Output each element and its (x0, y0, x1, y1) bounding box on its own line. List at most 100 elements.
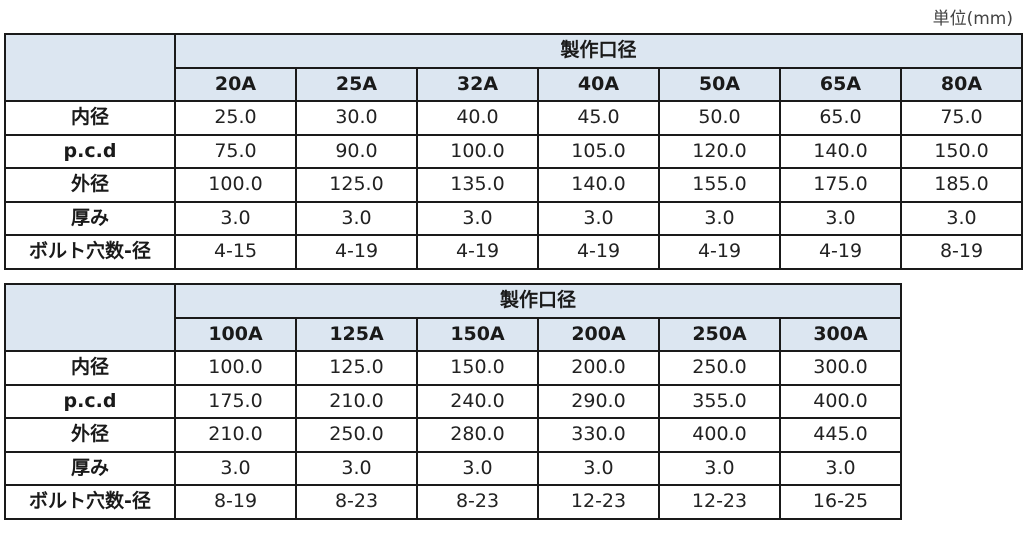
row-label: 外径 (4, 417, 176, 453)
table-cell: 3.0 (537, 450, 660, 486)
corner-cell (4, 283, 176, 352)
table-row: ボルト穴数-径 8-19 8-23 8-23 12-23 12-23 16-25 (4, 484, 1022, 520)
table-cell: 40.0 (416, 100, 539, 136)
table-cell: 155.0 (658, 167, 781, 203)
table-cell: 185.0 (900, 167, 1023, 203)
table-row: p.c.d 75.0 90.0 100.0 105.0 120.0 140.0 … (4, 133, 1023, 169)
table-cell: 3.0 (295, 450, 418, 486)
table-row: ボルト穴数-径 4-15 4-19 4-19 4-19 4-19 4-19 8-… (4, 234, 1023, 270)
table-cell: 50.0 (658, 100, 781, 136)
table-cell: 135.0 (416, 167, 539, 203)
table-row: 外径 210.0 250.0 280.0 330.0 400.0 445.0 (4, 417, 1022, 453)
table-row: p.c.d 175.0 210.0 240.0 290.0 355.0 400.… (4, 383, 1022, 419)
column-header: 32A (416, 66, 539, 102)
table-cell: 125.0 (295, 350, 418, 386)
column-header: 200A (537, 316, 660, 352)
column-header: 65A (779, 66, 902, 102)
table-cell: 330.0 (537, 417, 660, 453)
table-cell: 3.0 (779, 200, 902, 236)
table-cell: 45.0 (537, 100, 660, 136)
table-cell: 3.0 (295, 200, 418, 236)
row-label: 内径 (4, 100, 176, 136)
table-cell: 8-19 (900, 234, 1023, 270)
column-header: 50A (658, 66, 781, 102)
row-label: ボルト穴数-径 (4, 234, 176, 270)
table-cell: 150.0 (900, 133, 1023, 169)
table-cell: 240.0 (416, 383, 539, 419)
table-cell: 250.0 (658, 350, 781, 386)
table-cell: 400.0 (658, 417, 781, 453)
table-row: 内径 25.0 30.0 40.0 45.0 50.0 65.0 75.0 (4, 100, 1023, 136)
table-cell: 3.0 (658, 200, 781, 236)
table-cell: 12-23 (658, 484, 781, 520)
table-cell: 105.0 (537, 133, 660, 169)
table-cell: 4-19 (416, 234, 539, 270)
table-cell: 300.0 (779, 350, 902, 386)
table-cell: 280.0 (416, 417, 539, 453)
table-cell: 100.0 (174, 167, 297, 203)
table-cell: 12-23 (537, 484, 660, 520)
table-cell: 210.0 (174, 417, 297, 453)
table-cell: 25.0 (174, 100, 297, 136)
table-cell: 3.0 (537, 200, 660, 236)
table-row: 厚み 3.0 3.0 3.0 3.0 3.0 3.0 (4, 450, 1022, 486)
table-row: 厚み 3.0 3.0 3.0 3.0 3.0 3.0 3.0 (4, 200, 1023, 236)
table-cell: 8-23 (295, 484, 418, 520)
table-cell: 4-19 (295, 234, 418, 270)
table-row: 外径 100.0 125.0 135.0 140.0 155.0 175.0 1… (4, 167, 1023, 203)
table-cell: 140.0 (537, 167, 660, 203)
group-header-row: 製作口径 (4, 33, 1023, 102)
column-header: 25A (295, 66, 418, 102)
table-cell: 90.0 (295, 133, 418, 169)
spec-table-2: 製作口径 100A 125A 150A 200A 250A 300A 内径 10… (4, 283, 1023, 520)
size-header-row: 20A 25A 32A 40A 50A 65A 80A (5, 66, 1023, 102)
table-cell: 65.0 (779, 100, 902, 136)
column-header: 20A (174, 66, 297, 102)
table-cell: 250.0 (295, 417, 418, 453)
row-label: 外径 (4, 167, 176, 203)
spec-table-1: 製作口径 20A 25A 32A 40A 50A 65A 80A 内径 25.0… (4, 33, 1023, 270)
column-header: 80A (900, 66, 1023, 102)
table-cell: 3.0 (416, 200, 539, 236)
group-header: 製作口径 (174, 33, 1023, 69)
table-cell: 8-23 (416, 484, 539, 520)
table-cell: 16-25 (779, 484, 902, 520)
table-cell: 8-19 (174, 484, 297, 520)
table-cell: 75.0 (900, 100, 1023, 136)
table-row: 内径 100.0 125.0 150.0 200.0 250.0 300.0 (4, 350, 1022, 386)
unit-label: 単位(mm) (932, 9, 1013, 29)
table-cell: 30.0 (295, 100, 418, 136)
row-label: p.c.d (4, 383, 176, 419)
table-cell: 140.0 (779, 133, 902, 169)
table-cell: 290.0 (537, 383, 660, 419)
row-label: 厚み (4, 200, 176, 236)
table-cell: 175.0 (779, 167, 902, 203)
table-cell: 3.0 (900, 200, 1023, 236)
table-cell: 4-19 (537, 234, 660, 270)
table-cell: 3.0 (416, 450, 539, 486)
column-header: 250A (658, 316, 781, 352)
group-header-row: 製作口径 (4, 283, 1022, 352)
column-header: 100A (174, 316, 297, 352)
table-cell: 4-19 (658, 234, 781, 270)
table-cell: 3.0 (779, 450, 902, 486)
row-label: 内径 (4, 350, 176, 386)
table-cell: 210.0 (295, 383, 418, 419)
corner-cell (4, 33, 176, 102)
table-cell: 3.0 (174, 200, 297, 236)
row-label: 厚み (4, 450, 176, 486)
column-header: 125A (295, 316, 418, 352)
table-cell: 100.0 (174, 350, 297, 386)
table-cell: 4-15 (174, 234, 297, 270)
table-cell: 3.0 (658, 450, 781, 486)
size-header-row: 100A 125A 150A 200A 250A 300A (5, 316, 1022, 352)
table-cell: 200.0 (537, 350, 660, 386)
column-header: 300A (779, 316, 902, 352)
column-header: 150A (416, 316, 539, 352)
table-cell: 100.0 (416, 133, 539, 169)
table-cell: 445.0 (779, 417, 902, 453)
column-header: 40A (537, 66, 660, 102)
table-cell: 4-19 (779, 234, 902, 270)
table-cell: 400.0 (779, 383, 902, 419)
table-cell: 150.0 (416, 350, 539, 386)
